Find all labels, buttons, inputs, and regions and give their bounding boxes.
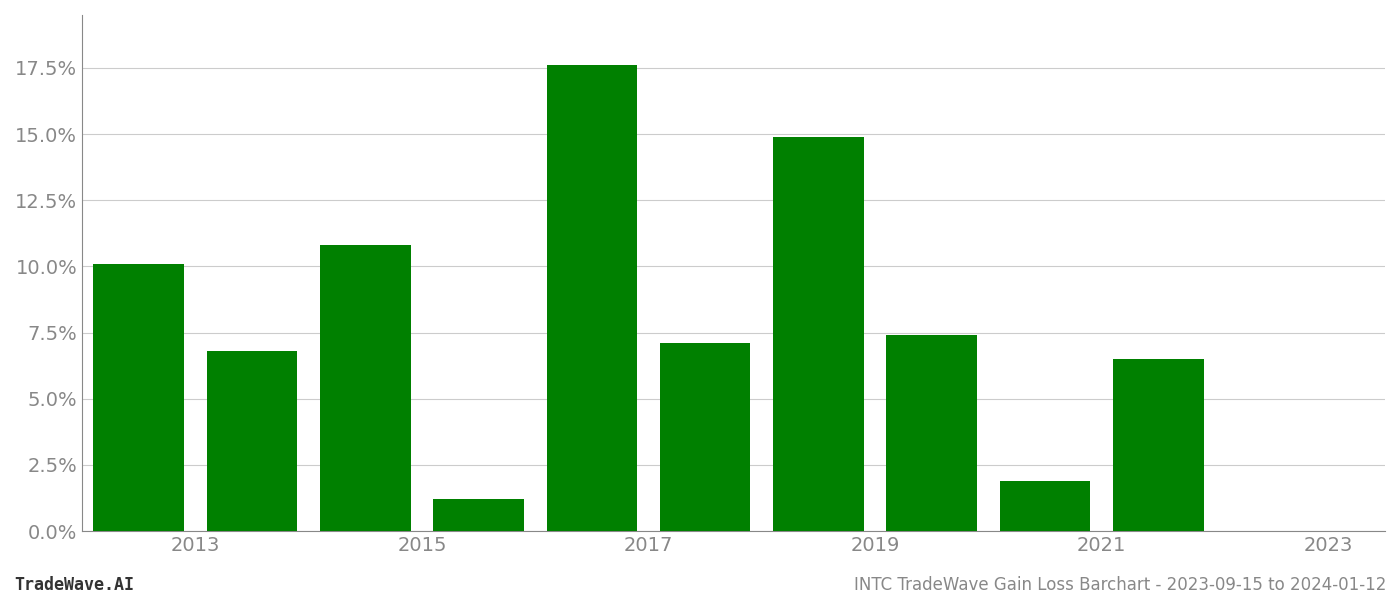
Bar	[94, 264, 183, 531]
Bar	[321, 245, 410, 531]
Bar	[546, 65, 637, 531]
Bar	[1000, 481, 1091, 531]
Text: TradeWave.AI: TradeWave.AI	[14, 576, 134, 594]
Text: INTC TradeWave Gain Loss Barchart - 2023-09-15 to 2024-01-12: INTC TradeWave Gain Loss Barchart - 2023…	[854, 576, 1386, 594]
Bar	[1113, 359, 1204, 531]
Bar	[433, 499, 524, 531]
Bar	[207, 351, 297, 531]
Bar	[773, 137, 864, 531]
Bar	[886, 335, 977, 531]
Bar	[659, 343, 750, 531]
